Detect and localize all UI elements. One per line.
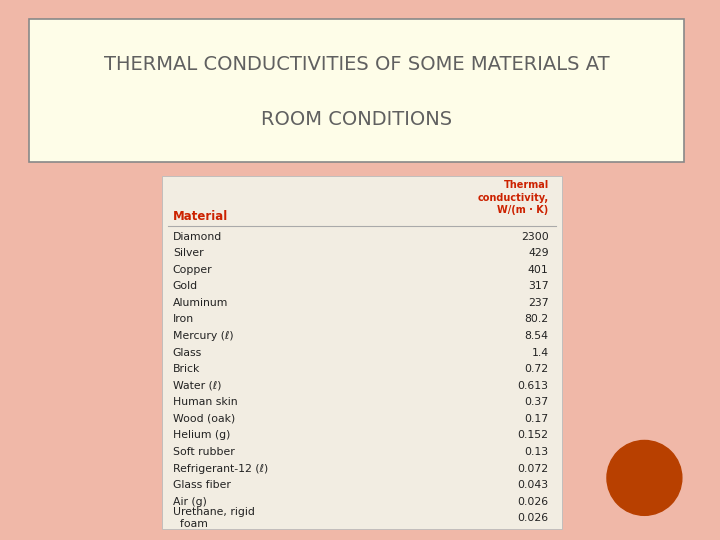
Text: 0.072: 0.072 (518, 463, 549, 474)
Text: 401: 401 (528, 265, 549, 275)
FancyBboxPatch shape (29, 19, 684, 162)
Text: Iron: Iron (173, 314, 194, 325)
Text: Glass: Glass (173, 348, 202, 357)
Text: 237: 237 (528, 298, 549, 308)
Text: 0.17: 0.17 (524, 414, 549, 424)
Text: 0.613: 0.613 (518, 381, 549, 391)
Text: 0.72: 0.72 (524, 364, 549, 374)
Text: Refrigerant-12 (ℓ): Refrigerant-12 (ℓ) (173, 463, 268, 474)
Text: Brick: Brick (173, 364, 200, 374)
Text: 0.13: 0.13 (524, 447, 549, 457)
Text: Mercury (ℓ): Mercury (ℓ) (173, 331, 233, 341)
Text: Air (g): Air (g) (173, 497, 207, 507)
Text: Copper: Copper (173, 265, 212, 275)
Text: Diamond: Diamond (173, 232, 222, 242)
Text: Water (ℓ): Water (ℓ) (173, 381, 221, 391)
Text: Aluminum: Aluminum (173, 298, 228, 308)
Text: Material: Material (173, 210, 228, 222)
Text: 0.043: 0.043 (518, 480, 549, 490)
Text: 0.026: 0.026 (518, 513, 549, 523)
Text: Silver: Silver (173, 248, 204, 258)
Text: 80.2: 80.2 (524, 314, 549, 325)
Text: Gold: Gold (173, 281, 198, 292)
Text: 0.37: 0.37 (524, 397, 549, 407)
Text: 317: 317 (528, 281, 549, 292)
Text: Helium (g): Helium (g) (173, 430, 230, 441)
Text: 8.54: 8.54 (525, 331, 549, 341)
Text: Human skin: Human skin (173, 397, 238, 407)
Text: 0.026: 0.026 (518, 497, 549, 507)
Text: Urethane, rigid
  foam: Urethane, rigid foam (173, 508, 255, 529)
Text: ROOM CONDITIONS: ROOM CONDITIONS (261, 110, 452, 129)
Text: 2300: 2300 (521, 232, 549, 242)
Text: 1.4: 1.4 (531, 348, 549, 357)
FancyBboxPatch shape (162, 176, 562, 529)
Ellipse shape (607, 441, 682, 515)
Text: THERMAL CONDUCTIVITIES OF SOME MATERIALS AT: THERMAL CONDUCTIVITIES OF SOME MATERIALS… (104, 55, 609, 74)
Text: Glass fiber: Glass fiber (173, 480, 230, 490)
Text: 429: 429 (528, 248, 549, 258)
Text: Wood (oak): Wood (oak) (173, 414, 235, 424)
Text: Soft rubber: Soft rubber (173, 447, 235, 457)
Text: 0.152: 0.152 (518, 430, 549, 441)
Text: Thermal
conductivity,
W/(m · K): Thermal conductivity, W/(m · K) (477, 180, 549, 215)
